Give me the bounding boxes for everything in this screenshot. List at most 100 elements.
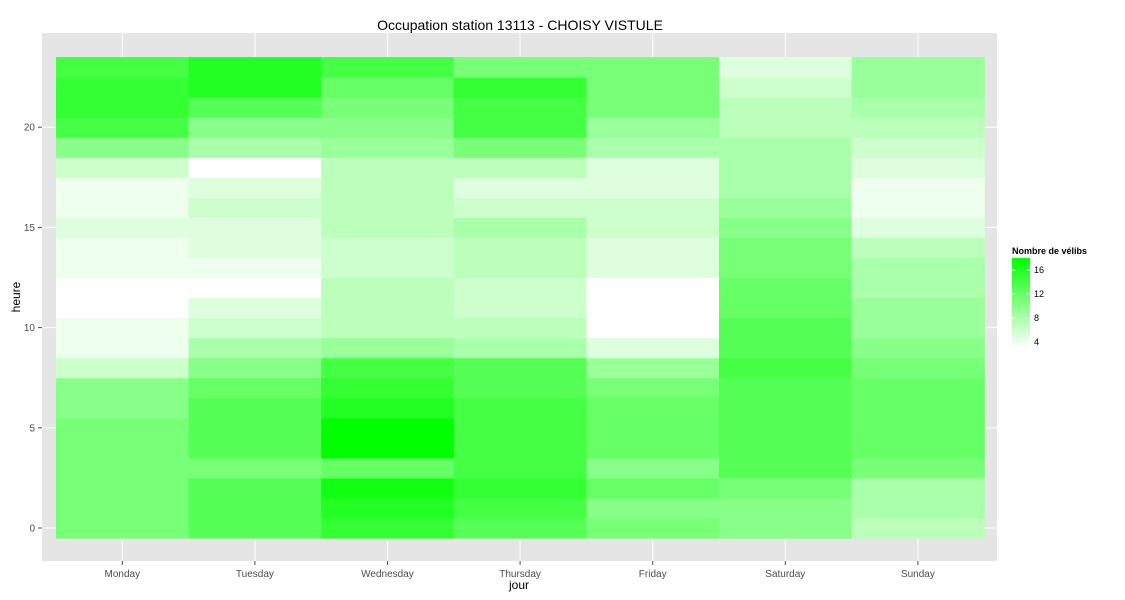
heatmap-tile	[453, 277, 587, 299]
heatmap-tile	[188, 97, 322, 118]
heatmap-tile	[321, 417, 455, 439]
heatmap-tile	[56, 357, 190, 379]
heatmap-tile	[321, 177, 455, 198]
heatmap-tile	[453, 477, 587, 499]
y-tick-label: 0	[29, 524, 35, 535]
heatmap-tile	[188, 477, 322, 499]
heatmap-tile	[851, 297, 985, 319]
heatmap-tile	[56, 437, 190, 459]
heatmap-tile	[56, 497, 190, 519]
heatmap-tile	[56, 337, 190, 359]
heatmap-tile	[586, 177, 720, 198]
heatmap-tile	[188, 277, 322, 299]
heatmap-tile	[453, 377, 587, 399]
heatmap-tile	[188, 57, 322, 78]
heatmap-tile	[188, 397, 322, 419]
heatmap-tile	[188, 297, 322, 319]
heatmap-tile	[719, 397, 853, 419]
legend-ticks: 4 8 12 16	[1012, 265, 1044, 347]
heatmap-tile	[586, 157, 720, 178]
heatmap-tile	[188, 437, 322, 459]
heatmap-tile	[586, 477, 720, 499]
heatmap-tile	[188, 217, 322, 239]
x-tick-label: Sunday	[901, 569, 935, 580]
heatmap-tile	[56, 457, 190, 479]
heatmap-tile	[321, 497, 455, 519]
heatmap-tile	[719, 337, 853, 359]
y-axis: 0 5 10 15 20	[24, 123, 42, 535]
heatmap-tile	[586, 237, 720, 259]
heatmap-tile	[851, 57, 985, 78]
heatmap-tile	[586, 257, 720, 279]
heatmap-tile	[188, 337, 322, 359]
heatmap-tile	[851, 477, 985, 499]
x-axis-title: jour	[508, 578, 529, 592]
heatmap-tile	[586, 217, 720, 239]
heatmap-tile	[851, 117, 985, 138]
heatmap-tile	[453, 497, 587, 519]
heatmap-tile	[586, 317, 720, 339]
heatmap-tile	[321, 337, 455, 359]
heatmap-tile	[453, 177, 587, 198]
heatmap-tile	[321, 517, 455, 539]
heatmap-tile	[586, 417, 720, 439]
heatmap-tile	[586, 497, 720, 519]
heatmap-tile	[719, 437, 853, 459]
heatmap-tile	[321, 457, 455, 479]
heatmap-tile	[56, 297, 190, 319]
heatmap-tile	[719, 457, 853, 479]
heatmap-tile	[188, 137, 322, 158]
heatmap-tile	[321, 477, 455, 499]
heatmap-tile	[321, 97, 455, 118]
heatmap-tile	[188, 357, 322, 379]
heatmap-tile	[851, 417, 985, 439]
heatmap-tile	[719, 97, 853, 118]
y-tick-label: 10	[24, 323, 36, 334]
heatmap-tile	[586, 137, 720, 158]
heatmap-tile	[56, 377, 190, 399]
heatmap-tile	[719, 297, 853, 319]
heatmap-tile	[188, 317, 322, 339]
legend: Nombre de vélibs 4 8 12 16	[1012, 246, 1087, 348]
heatmap-tile	[56, 477, 190, 499]
heatmap-tile	[188, 117, 322, 138]
heatmap-tile	[453, 337, 587, 359]
heatmap-tile	[188, 417, 322, 439]
heatmap-tile	[586, 97, 720, 118]
heatmap-tile	[453, 397, 587, 419]
heatmap-tile	[56, 157, 190, 178]
y-tick-label: 20	[24, 123, 36, 134]
heatmap-tile	[453, 57, 587, 78]
legend-tick-label: 4	[1034, 337, 1039, 347]
heatmap-tile	[719, 157, 853, 178]
heatmap-tile	[56, 517, 190, 539]
heatmap-tile	[453, 117, 587, 138]
heatmap-tile	[321, 277, 455, 299]
x-tick-label: Tuesday	[236, 569, 274, 580]
heatmap-tile	[321, 437, 455, 459]
heatmap-tile	[453, 237, 587, 259]
heatmap-tile	[321, 317, 455, 339]
heatmap-tile	[56, 417, 190, 439]
heatmap-tile	[188, 177, 322, 198]
heatmap-tile	[719, 497, 853, 519]
heatmap-tile	[586, 377, 720, 399]
legend-tick-label: 8	[1034, 313, 1039, 323]
heatmap-tile	[188, 497, 322, 519]
x-axis: Monday Tuesday Wednesday Thursday Friday Satu…	[105, 561, 935, 580]
heatmap-tile	[851, 137, 985, 158]
heatmap-tile	[586, 277, 720, 299]
heatmap-tile	[719, 257, 853, 279]
legend-tick-label: 12	[1034, 289, 1044, 299]
heatmap-tile	[851, 277, 985, 299]
heatmap-tile	[851, 157, 985, 178]
heatmap-tile	[321, 117, 455, 138]
heatmap-tile	[321, 257, 455, 279]
y-tick-label: 15	[24, 223, 36, 234]
heatmap-tile	[321, 297, 455, 319]
heatmap-tile	[188, 377, 322, 399]
heatmap-tile	[586, 457, 720, 479]
heatmap-tile	[851, 457, 985, 479]
heatmap-tile	[453, 217, 587, 239]
heatmap-tile	[188, 77, 322, 98]
